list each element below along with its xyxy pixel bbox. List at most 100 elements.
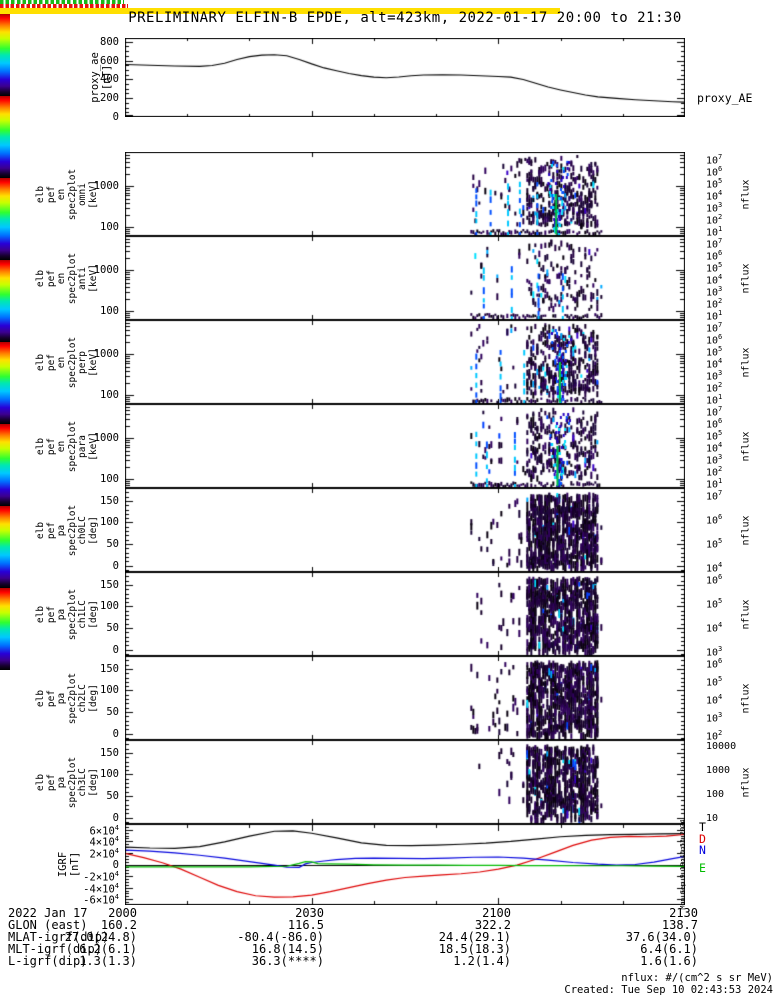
colorbar-omni-tick-5: 102: [706, 213, 723, 227]
colorbar-ch0LC: [0, 342, 10, 424]
igrf-line-label-D: D: [699, 832, 706, 846]
spectrogram-para-canvas: [125, 404, 685, 488]
annotation-value-1-0: 160.2: [100, 918, 137, 932]
colorbar-anti-tick-3: 104: [706, 273, 723, 287]
annotation-value-1-2: 322.2: [474, 918, 511, 932]
proxy-ae-right-label: proxy_AE: [697, 91, 753, 105]
colorbar-ch2LC-tick-4: 102: [706, 729, 723, 743]
spectro-ch2LC-ytick-150: 150: [100, 662, 119, 675]
spectro-para-ylabel-text: elb pef en spec2plot para [keV]: [35, 420, 99, 472]
spectro-ch3LC-ytick-150: 150: [100, 746, 119, 759]
spectro-anti-ytick-100: 100: [100, 304, 119, 317]
colorbar-perp-tick-2: 105: [706, 345, 723, 359]
colorbar-anti-tick-2: 105: [706, 261, 723, 275]
flux-units-note: nflux: #/(cm^2 s sr MeV): [621, 972, 773, 984]
igrf-ytick-20000: 2×104: [89, 846, 119, 861]
annotation-value-4-1: 36.3(****): [251, 954, 324, 968]
quality-bar-red: [0, 4, 128, 8]
igrf-ytick--60000: -6×104: [83, 893, 119, 907]
spectro-anti-ytick-1000: 1000: [93, 264, 119, 277]
spectro-ch1LC-ytick-150: 150: [100, 578, 119, 591]
igrf-ytick-40000: 4×104: [89, 835, 119, 849]
igrf-ytick--20000: -2×104: [83, 870, 119, 884]
colorbar-perp-tick-3: 104: [706, 357, 723, 371]
spectro-ch0LC-ytick-0: 0: [112, 559, 119, 572]
spectro-ch0LC-ytick-150: 150: [100, 494, 119, 507]
igrf-ytick-0: 0: [112, 858, 119, 871]
spectro-ch2LC-ytick-0: 0: [112, 727, 119, 740]
proxy-ae-ytick-600: 600: [100, 54, 119, 67]
spectro-perp-ylabel-text: elb pef en spec2plot perp [keV]: [35, 336, 99, 388]
colorbar-para-tick-4: 103: [706, 453, 723, 467]
annotation-row-label-0: 2022 Jan 17: [8, 906, 88, 920]
spectro-ch0LC-ytick-50: 50: [106, 538, 119, 550]
colorbar-anti-tick-6: 101: [706, 309, 723, 323]
spectrogram-anti-canvas: [125, 236, 685, 320]
colorbar-ch1LC: [0, 424, 10, 506]
colorbar-ch1LC-tick-0: 106: [706, 573, 723, 587]
colorbar-ch3LC-tick-1: 1000: [706, 765, 731, 776]
spectro-ch3LC-ytick-100: 100: [100, 768, 119, 781]
colorbar-ch3LC-tick-3: 10: [706, 813, 719, 824]
colorbar-ch2LC-label: nflux: [736, 656, 756, 740]
annotation-value-4-3: 1.6(1.6): [640, 954, 698, 968]
colorbar-omni-tick-2: 105: [706, 177, 723, 191]
igrf-ytick--40000: -4×104: [83, 881, 119, 896]
annotation-value-4-2: 1.2(1.4): [453, 954, 511, 968]
colorbar-anti-tick-1: 106: [706, 249, 723, 263]
colorbar-para-tick-1: 106: [706, 417, 723, 431]
colorbar-ch0LC-tick-1: 106: [706, 513, 723, 527]
proxy-ae-ytick-800: 800: [100, 35, 119, 48]
annotation-value-1-3: 138.7: [661, 918, 698, 932]
spectro-omni-ylabel-text: elb pef en spec2plot omni [keV]: [35, 168, 99, 220]
spectro-para-ytick-100: 100: [100, 472, 119, 485]
colorbar-perp-tick-4: 103: [706, 369, 723, 383]
spectro-anti-ylabel-text: elb pef en spec2plot anti [keV]: [35, 252, 99, 304]
colorbar-para-tick-0: 107: [706, 405, 723, 419]
colorbar-para-tick-6: 101: [706, 477, 723, 491]
spectro-ch2LC-ytick-100: 100: [100, 684, 119, 697]
spectro-para-ytick-1000: 1000: [93, 432, 119, 445]
colorbar-para-label: nflux: [736, 404, 756, 488]
colorbar-perp-label-text: nflux: [740, 346, 752, 378]
colorbar-ch3LC-tick-0: 10000: [706, 741, 737, 752]
annotation-row-label-3: MLT-igrf(dip): [8, 942, 102, 956]
spectro-ch0LC-ytick-100: 100: [100, 516, 119, 529]
colorbar-anti: [0, 96, 10, 178]
colorbar-para-tick-3: 104: [706, 441, 723, 455]
colorbar-omni: [0, 14, 10, 96]
colorbar-ch0LC-label-text: nflux: [740, 514, 752, 546]
annotation-value-0-0: 2000: [108, 906, 137, 920]
annotation-row-label-1: GLON (east): [8, 918, 88, 932]
colorbar-ch0LC-tick-2: 105: [706, 537, 723, 551]
colorbar-ch0LC-tick-0: 107: [706, 489, 723, 503]
colorbar-para-tick-2: 105: [706, 429, 723, 443]
proxy-ae-canvas: [125, 38, 685, 117]
igrf-line-label-T: T: [699, 820, 706, 834]
colorbar-omni-tick-6: 101: [706, 225, 723, 239]
proxy-ae-ytick-400: 400: [100, 73, 119, 86]
colorbar-omni-tick-0: 107: [706, 153, 723, 167]
colorbar-anti-tick-4: 103: [706, 285, 723, 299]
colorbar-ch1LC-label: nflux: [736, 572, 756, 656]
annotation-value-1-1: 116.5: [287, 918, 324, 932]
spectrogram-perp-canvas: [125, 320, 685, 404]
colorbar-anti-label-text: nflux: [740, 262, 752, 294]
colorbar-ch1LC-label-text: nflux: [740, 598, 752, 630]
colorbar-ch2LC-tick-2: 104: [706, 693, 723, 707]
colorbar-anti-tick-5: 102: [706, 297, 723, 311]
colorbar-ch2LC: [0, 506, 10, 588]
igrf-canvas: [125, 824, 685, 905]
colorbar-ch0LC-tick-3: 104: [706, 561, 723, 575]
colorbar-ch2LC-tick-3: 103: [706, 711, 723, 725]
spectrogram-ch0LC-canvas: [125, 488, 685, 572]
spectrogram-ch2LC-canvas: [125, 656, 685, 740]
colorbar-anti-tick-0: 107: [706, 237, 723, 251]
colorbar-ch0LC-label: nflux: [736, 488, 756, 572]
colorbar-ch1LC-tick-3: 103: [706, 645, 723, 659]
spectrogram-omni-canvas: [125, 152, 685, 236]
spectro-omni-ytick-100: 100: [100, 220, 119, 233]
annotation-value-0-1: 2030: [295, 906, 324, 920]
spectro-ch3LC-ytick-0: 0: [112, 811, 119, 824]
